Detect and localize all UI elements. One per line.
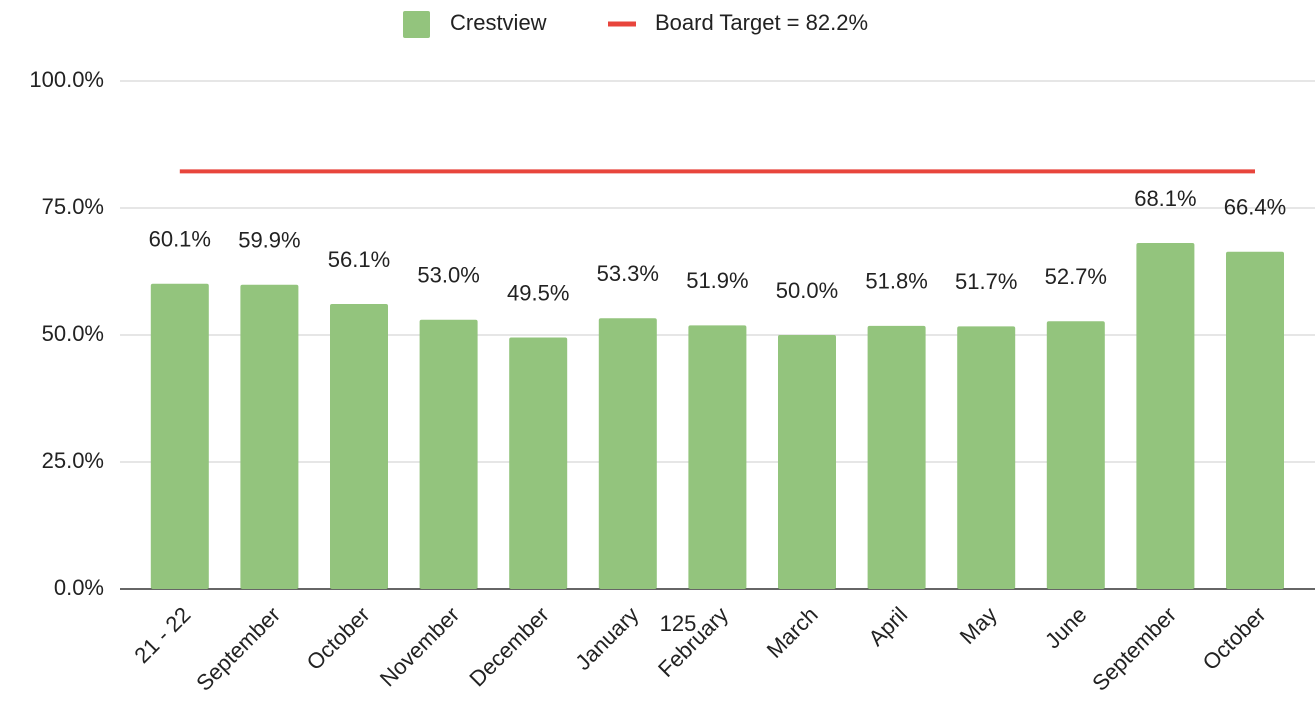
annotation: 125 bbox=[660, 611, 697, 636]
x-tick-label: November bbox=[375, 602, 464, 691]
bar bbox=[150, 283, 209, 589]
x-tick-label: 21 - 22 bbox=[129, 602, 195, 668]
bar bbox=[1046, 321, 1105, 589]
y-tick-label: 75.0% bbox=[42, 194, 104, 219]
bar bbox=[598, 318, 657, 589]
x-tick-label: April bbox=[863, 602, 912, 651]
value-label: 50.0% bbox=[776, 278, 838, 303]
x-tick-label: May bbox=[955, 602, 1002, 649]
y-tick-label: 100.0% bbox=[29, 67, 104, 92]
value-label: 49.5% bbox=[507, 280, 569, 305]
x-tick-label: September bbox=[191, 602, 285, 696]
value-label: 56.1% bbox=[328, 247, 390, 272]
bar bbox=[778, 335, 836, 589]
value-label: 59.9% bbox=[238, 228, 300, 253]
bar bbox=[957, 326, 1016, 589]
value-label: 51.7% bbox=[955, 269, 1017, 294]
bar bbox=[419, 319, 478, 589]
bar bbox=[330, 304, 388, 589]
legend-label: Board Target = 82.2% bbox=[655, 10, 868, 35]
value-label: 66.4% bbox=[1224, 195, 1286, 220]
legend-label: Crestview bbox=[450, 10, 547, 35]
bar bbox=[1226, 251, 1284, 590]
value-label: 52.7% bbox=[1045, 264, 1107, 289]
value-label: 68.1% bbox=[1134, 186, 1196, 211]
x-tick-label: October bbox=[1198, 602, 1271, 675]
x-tick-label: June bbox=[1040, 602, 1091, 653]
value-label: 51.8% bbox=[865, 269, 927, 294]
bar bbox=[688, 325, 747, 589]
x-tick-label: December bbox=[464, 602, 553, 691]
value-label: 53.3% bbox=[597, 261, 659, 286]
value-label: 53.0% bbox=[417, 263, 479, 288]
x-tick-label: January bbox=[570, 602, 643, 675]
legend-swatch bbox=[403, 11, 430, 38]
y-tick-label: 0.0% bbox=[54, 575, 104, 600]
bar bbox=[1136, 243, 1195, 589]
y-tick-label: 25.0% bbox=[42, 448, 104, 473]
y-tick-label: 50.0% bbox=[42, 321, 104, 346]
x-tick-label: October bbox=[302, 602, 375, 675]
value-label: 60.1% bbox=[149, 227, 211, 252]
bar bbox=[509, 337, 568, 589]
bar bbox=[240, 284, 299, 589]
bar bbox=[867, 325, 926, 589]
x-tick-label: September bbox=[1087, 602, 1181, 696]
x-tick-label: March bbox=[762, 602, 823, 663]
value-label: 51.9% bbox=[686, 268, 748, 293]
